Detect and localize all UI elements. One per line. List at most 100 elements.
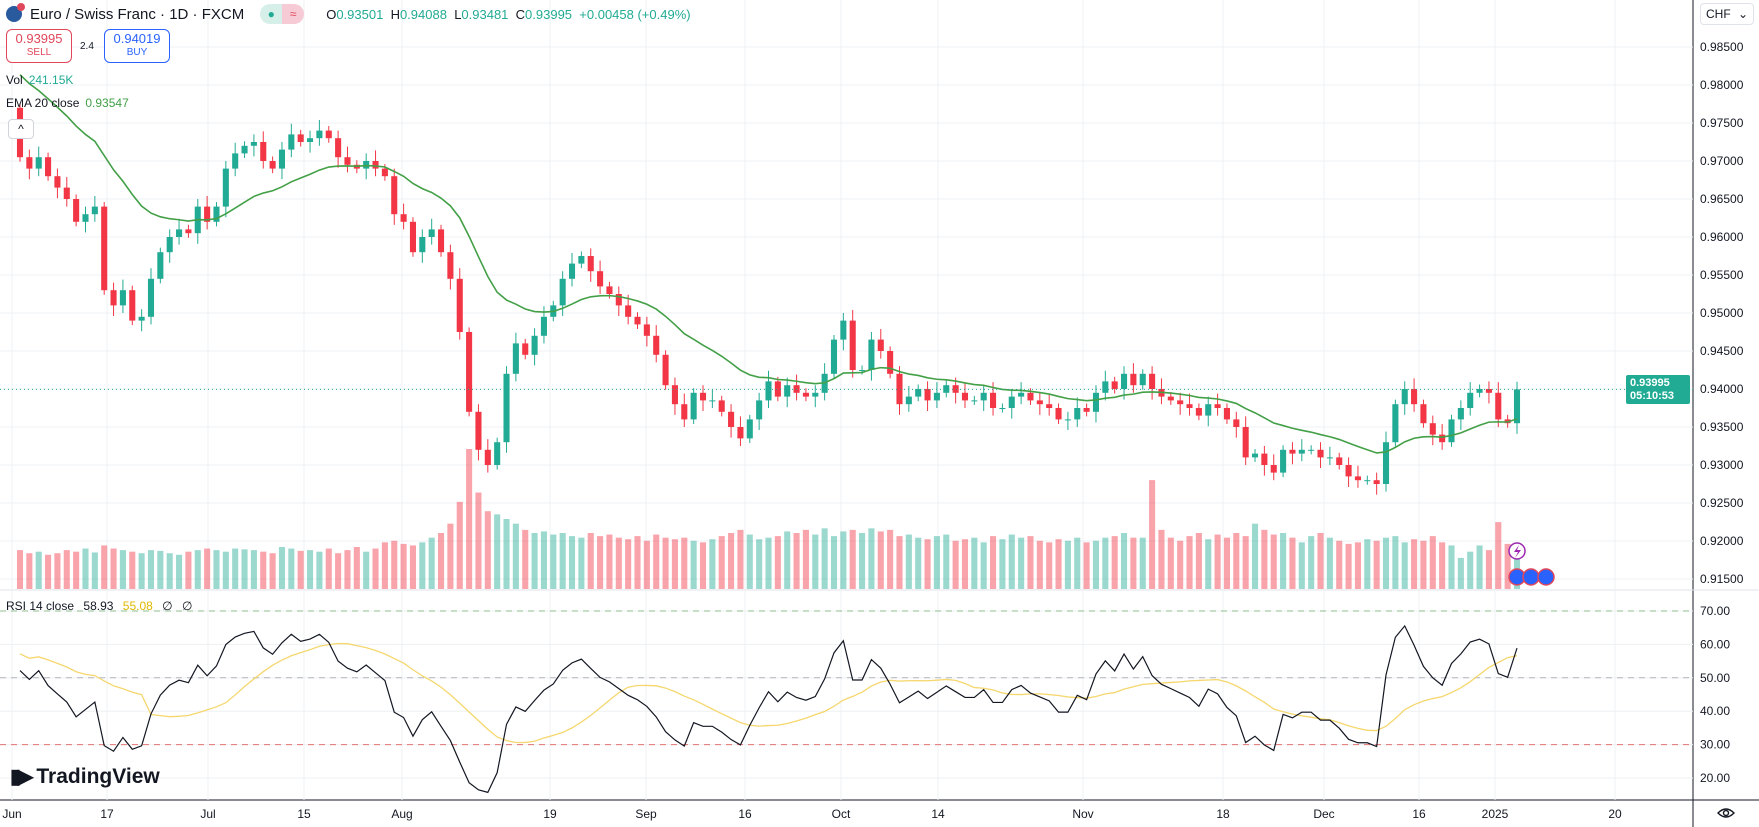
candle-body [531,335,538,355]
sell-button[interactable]: 0.93995 SELL [6,29,72,63]
time-tick-label: 20 [1608,807,1622,821]
volume-bar [166,553,173,589]
volume-bar [475,492,482,589]
candle-body [990,392,997,408]
volume-bar [82,548,89,589]
buy-button[interactable]: 0.94019 BUY [104,29,170,63]
candle-body [428,229,435,237]
time-tick-label: Jun [2,807,21,821]
volume-legend[interactable]: Vol 241.15K [6,73,74,87]
candle-body [1373,480,1380,484]
candle-body [278,149,286,169]
collapse-legend-button[interactable]: ^ [8,119,34,139]
symbol-legend: Euro / Swiss Franc · 1D · FXCM ● ≈ O0.93… [6,3,691,24]
candle-body [1298,449,1305,454]
candle-body [119,290,126,306]
candle-body [307,138,314,142]
candle-body [896,373,903,405]
volume-bar [1429,536,1436,589]
candle-body [241,145,248,154]
candle-body [634,316,641,325]
candle-body [840,320,847,340]
volume-bar [344,550,351,589]
candle-body [288,134,295,150]
volume-bar [400,543,407,589]
ema-value: 0.93547 [85,96,129,110]
volume-bar [1186,536,1193,589]
rsi-line [19,624,1518,794]
time-tick-label: 16 [738,807,752,821]
time-tick-label: Sep [635,807,657,821]
volume-bar [1298,542,1305,589]
symbol-title[interactable]: Euro / Swiss Franc · 1D · FXCM [30,5,245,23]
time-tick-label: 17 [100,807,114,821]
volume-bar [746,534,753,589]
ema-legend[interactable]: EMA 20 close 0.93547 [6,96,129,110]
volume-bar [1495,522,1502,589]
rsi-legend[interactable]: RSI 14 close 58.93 55.08 ∅ ∅ [6,599,193,613]
eye-icon[interactable] [1716,804,1736,822]
volume-bar [662,537,669,589]
candle-body [166,237,173,253]
volume-bar [278,547,286,589]
volume-bar [933,536,940,589]
volume-bar [1214,534,1221,589]
candle-body [1177,400,1184,405]
candle-body [1186,404,1193,408]
candle-body [185,229,192,234]
volume-bar [26,553,33,589]
time-tick-label: 19 [543,807,557,821]
volume-bar [138,553,145,589]
candle-body [1326,457,1333,459]
open-value: 0.93501 [336,6,384,22]
sell-label: SELL [26,47,52,58]
volume-bar [222,551,229,589]
volume-bar [269,553,276,589]
ohlc-values: O0.93501 H0.94088 L0.93481 C0.93995 +0.0… [326,6,691,22]
volume-bar [1177,540,1184,589]
volume-bar [494,514,501,589]
volume-bar [597,536,604,589]
candle-body [961,392,969,401]
candle-body [157,252,164,279]
candle-body [522,343,529,355]
volume-bar [812,534,819,589]
volume-bar [353,547,360,589]
candle-body [681,404,688,420]
volume-bar [1289,537,1296,589]
candle-body [1092,392,1100,412]
economic-event-icon [1522,568,1540,586]
last-price-label: 0.93995 05:10:53 [1626,375,1690,404]
volume-bar [297,550,304,589]
volume-bar [1167,537,1174,589]
volume-bar [550,534,557,589]
candle-body [653,335,660,355]
volume-bar [1055,539,1062,589]
currency-dropdown[interactable]: CHF ⌄ [1700,3,1754,25]
volume-bar [241,549,248,589]
candle-body [587,256,594,272]
volume-bar [690,540,697,589]
candle-body [1223,408,1230,420]
price-tick-label: 0.98500 [1700,40,1744,54]
volume-bar [447,523,454,589]
candle-body [578,256,585,264]
candle-body [868,339,875,370]
candle-body [774,381,781,397]
close-value: 0.93995 [525,6,573,22]
economic-event-icon [1537,568,1555,586]
volume-bar [428,537,435,589]
volume-bar [737,529,744,589]
candle-body [1439,434,1446,443]
tradingview-logo[interactable]: ▮▶ TradingView [10,764,160,789]
volume-bar [1326,537,1333,589]
market-status[interactable]: ● ≈ [260,4,305,24]
candle-body [381,168,388,177]
volume-bar [1485,550,1492,589]
candle-body [887,351,894,374]
candle-body [82,214,89,222]
volume-bar [756,539,763,589]
candle-body [1102,381,1109,393]
time-tick-label: Nov [1072,807,1093,821]
